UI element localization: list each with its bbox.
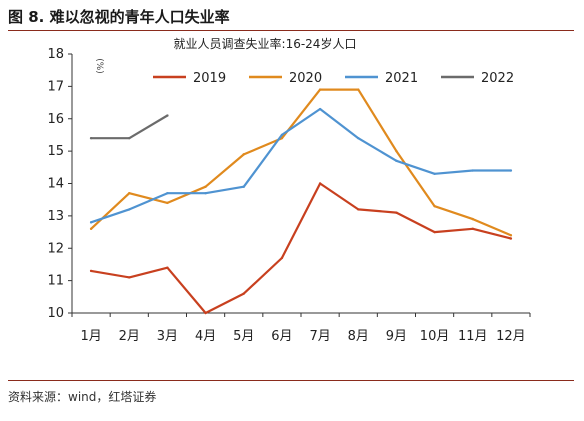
chart-title: 就业人员调查失业率:16-24岁人口 <box>174 36 357 51</box>
data-point-2021 <box>433 172 436 175</box>
y-tick-label: 18 <box>47 47 64 62</box>
x-tick-label: 8月 <box>348 329 369 344</box>
legend: 2019 2020 2021 2022 <box>153 71 514 86</box>
data-point-2021 <box>471 169 474 172</box>
data-point-2019 <box>395 211 398 214</box>
data-point-2021 <box>166 192 169 195</box>
data-point-2019 <box>166 266 169 269</box>
title-divider <box>8 30 574 31</box>
x-tick-label: 12月 <box>496 329 526 344</box>
data-point-2021 <box>395 159 398 163</box>
data-point-2020 <box>280 136 284 140</box>
legend-label-2020: 2020 <box>289 71 322 86</box>
data-point-2020 <box>242 153 245 156</box>
x-tick-label: 9月 <box>386 329 407 344</box>
data-point-2021 <box>318 107 322 111</box>
x-tick-label: 5月 <box>233 329 254 344</box>
data-point-2021 <box>204 192 207 195</box>
data-point-2019 <box>433 230 436 234</box>
x-tick-label: 10月 <box>420 329 450 344</box>
data-point-2020 <box>89 227 93 231</box>
y-axis-unit: (%) <box>94 58 104 74</box>
figure-title: 图 8. 难以忽视的青年人口失业率 <box>8 8 230 26</box>
y-tick-label: 12 <box>47 241 64 256</box>
x-tick-label: 11月 <box>458 329 488 344</box>
data-point-2019 <box>204 311 207 315</box>
data-point-2019 <box>242 292 245 295</box>
y-tick-label: 13 <box>47 209 64 224</box>
data-point-2020 <box>128 192 131 195</box>
x-tick-label: 1月 <box>80 329 101 344</box>
x-tick-label: 4月 <box>195 329 216 344</box>
y-tick-label: 14 <box>47 177 64 192</box>
y-tick-label: 11 <box>47 274 64 289</box>
series-line-2022 <box>89 114 169 140</box>
source-note: 资料来源：wind，红塔证券 <box>8 390 157 404</box>
data-point-2019 <box>280 256 284 260</box>
y-tick-label: 10 <box>47 306 64 321</box>
data-point-2020 <box>433 204 436 208</box>
axes-group: 10 11 12 13 14 15 16 17 18 1月 2月 3月 4月 5月 6月 7月 8月 9月 10月 1… <box>47 47 531 344</box>
data-point-2021 <box>128 208 131 211</box>
data-point-2021 <box>280 133 284 137</box>
legend-label-2019: 2019 <box>193 71 226 86</box>
data-point-2021 <box>89 221 93 224</box>
data-point-2019 <box>471 227 474 231</box>
data-point-2022 <box>89 136 93 140</box>
data-point-2021 <box>242 185 245 188</box>
data-point-2022 <box>128 136 131 140</box>
data-point-2021 <box>357 136 360 140</box>
legend-label-2021: 2021 <box>385 71 418 86</box>
data-point-2020 <box>395 149 398 153</box>
data-point-2020 <box>318 88 322 91</box>
x-tick-label: 7月 <box>309 329 330 344</box>
x-tick-label: 3月 <box>157 329 178 344</box>
data-point-2019 <box>357 208 360 211</box>
data-point-2022 <box>166 114 169 117</box>
data-point-2019 <box>128 276 131 279</box>
data-point-2019 <box>89 269 93 273</box>
source-divider <box>8 380 574 381</box>
data-point-2021 <box>509 169 513 172</box>
data-point-2019 <box>509 237 513 240</box>
y-tick-label: 17 <box>47 79 64 94</box>
data-point-2020 <box>166 201 169 205</box>
y-tick-label: 16 <box>47 112 64 127</box>
series-line-2020 <box>89 88 512 237</box>
x-tick-label: 2月 <box>119 329 140 344</box>
series-line-2021 <box>89 107 512 224</box>
y-tick-label: 15 <box>47 144 64 159</box>
series-lines <box>89 88 513 315</box>
data-point-2019 <box>318 182 322 185</box>
x-tick-label: 6月 <box>271 329 292 344</box>
data-point-2020 <box>204 185 207 188</box>
series-line-2019 <box>89 182 512 315</box>
data-point-2020 <box>471 217 474 221</box>
data-point-2020 <box>509 234 513 237</box>
data-point-2020 <box>357 88 360 91</box>
legend-label-2022: 2022 <box>481 71 514 86</box>
